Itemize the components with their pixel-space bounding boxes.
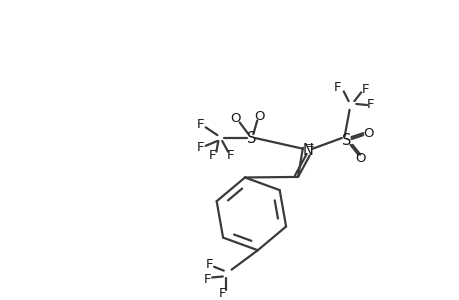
Text: =: = — [306, 141, 314, 151]
Text: F: F — [361, 83, 368, 96]
Text: F: F — [203, 273, 211, 286]
Text: S: S — [246, 130, 256, 146]
Text: S: S — [341, 134, 351, 148]
Text: F: F — [218, 287, 226, 300]
Text: N: N — [302, 143, 313, 158]
Text: F: F — [226, 149, 233, 162]
Text: F: F — [208, 149, 216, 162]
Text: O: O — [354, 152, 365, 165]
Text: O: O — [230, 112, 241, 125]
Text: F: F — [333, 81, 341, 94]
Text: F: F — [196, 141, 204, 154]
Text: F: F — [196, 118, 204, 131]
Text: O: O — [362, 127, 373, 140]
Text: F: F — [366, 98, 374, 112]
Text: F: F — [205, 258, 213, 271]
Text: O: O — [253, 110, 264, 123]
